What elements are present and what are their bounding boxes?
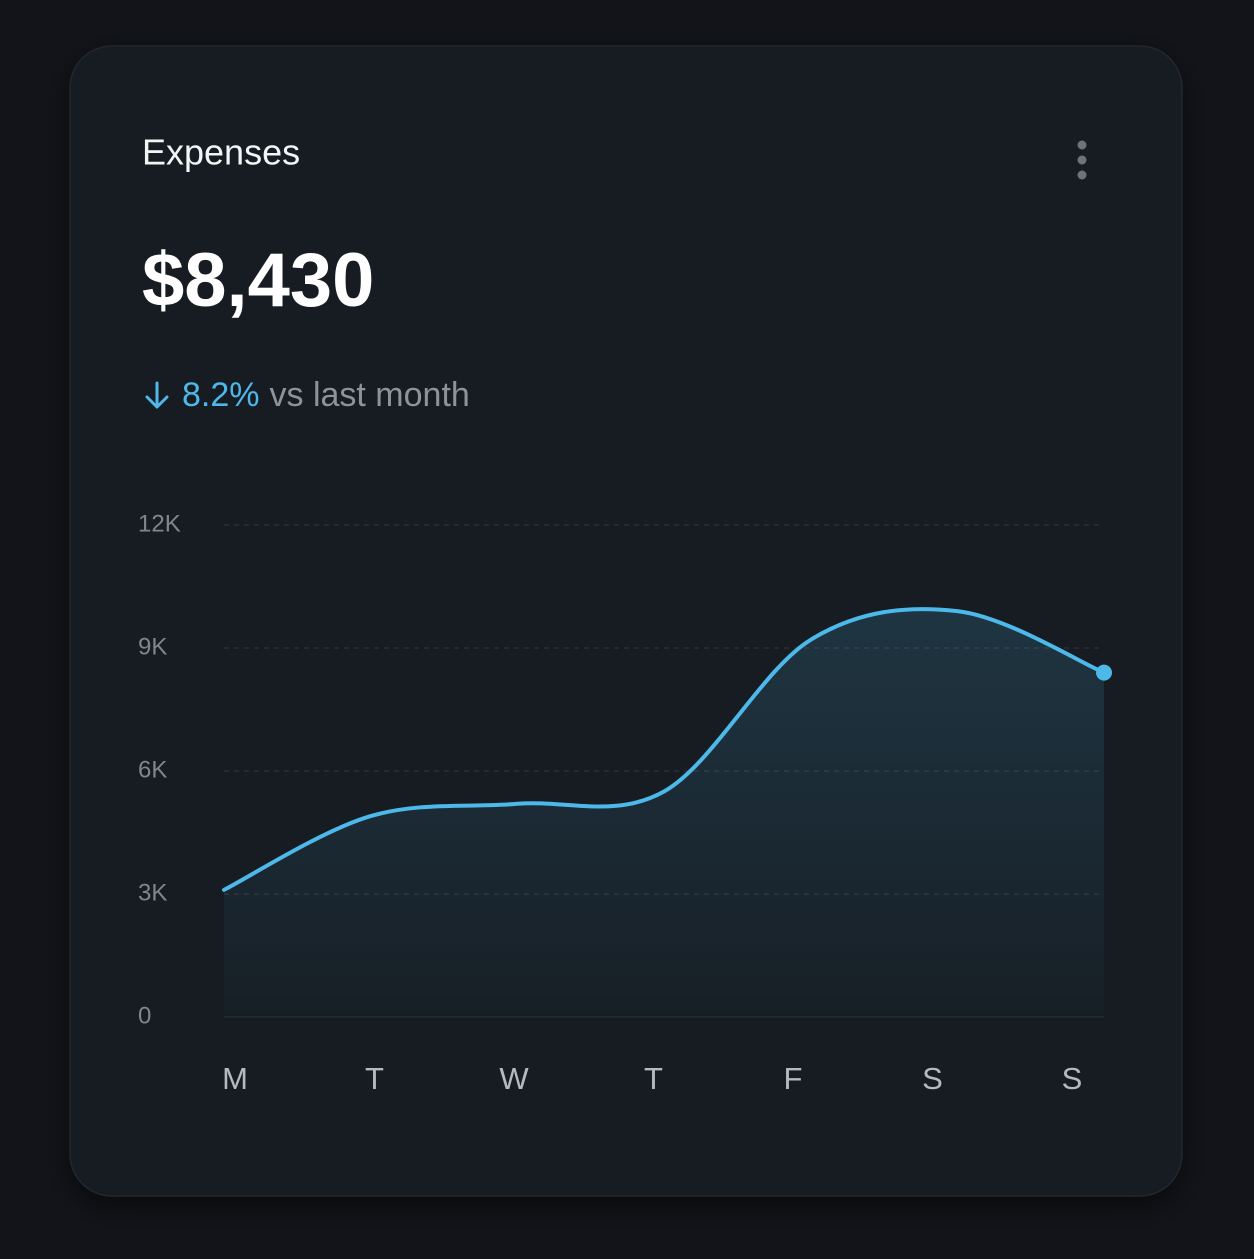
card-title: Expenses [142, 132, 300, 173]
menu-button[interactable] [1077, 140, 1087, 180]
menu-dot [1077, 155, 1087, 165]
area-fill [224, 609, 1104, 1017]
x-tick-label: M [222, 1061, 248, 1096]
card [69, 45, 1183, 1197]
x-tick-label: F [784, 1061, 803, 1096]
menu-dot [1077, 140, 1087, 150]
y-tick-label: 3K [138, 879, 167, 906]
x-tick-label: S [922, 1061, 943, 1096]
end-point [1096, 664, 1112, 681]
down-arrow [145, 381, 169, 409]
y-tick-label: 9K [138, 633, 167, 660]
x-tick-label: T [365, 1061, 384, 1096]
y-tick-label: 6K [138, 756, 167, 783]
change-line: 8.2% vs last month [182, 376, 470, 414]
x-tick-label: T [644, 1061, 663, 1096]
change-value: 8.2% [182, 376, 260, 414]
x-tick-label: S [1062, 1061, 1083, 1096]
menu-dot [1077, 170, 1087, 180]
line [222, 607, 1106, 892]
change-text: vs last month [270, 376, 470, 414]
plot: 0 3K 6K 9K 12K M T W T F S S [138, 510, 1112, 1096]
total-amount: $8,430 [142, 238, 374, 323]
y-tick-label: 0 [138, 1002, 151, 1029]
y-tick-label: 12K [138, 510, 181, 537]
x-tick-label: W [499, 1061, 529, 1096]
